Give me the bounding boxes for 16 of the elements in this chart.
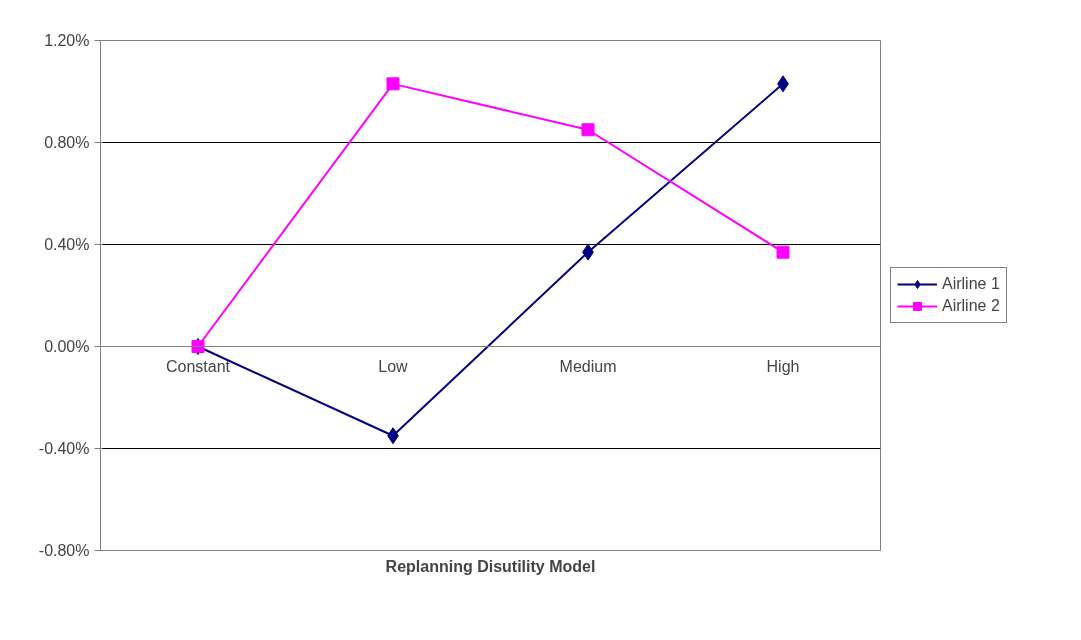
x-axis-title: Replanning Disutility Model (385, 557, 596, 575)
point (776, 245, 790, 259)
x-tick-label: Constant (165, 357, 231, 375)
point (581, 123, 595, 137)
point (386, 77, 400, 91)
y-tick-label: 0.40% (44, 236, 90, 253)
y-tick-label: -0.80% (38, 542, 90, 559)
y-tick-label: 0.80% (44, 134, 90, 151)
x-tick-label: Medium (559, 357, 617, 375)
x-tick-label: High (766, 357, 800, 375)
legend-label: Airline 1 (942, 275, 1000, 293)
y-tick-label: -0.40% (38, 440, 90, 457)
x-tick-label: Low (378, 357, 409, 375)
y-tick-label: 0.00% (44, 338, 90, 355)
legend-label: Airline 2 (942, 297, 1000, 315)
y-tick-label: 1.20% (44, 32, 90, 49)
